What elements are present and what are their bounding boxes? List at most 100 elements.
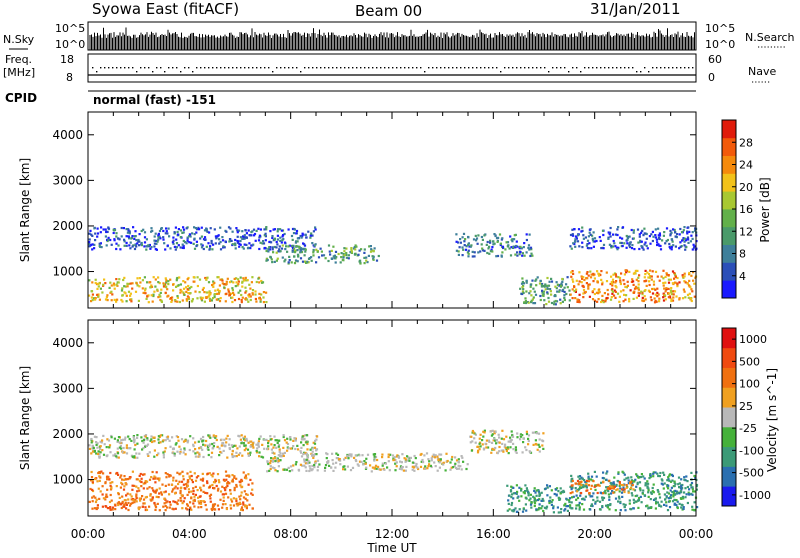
data-cell bbox=[110, 290, 113, 293]
data-cell bbox=[337, 458, 341, 461]
data-cell bbox=[157, 232, 160, 235]
data-cell bbox=[233, 299, 237, 302]
data-cell bbox=[552, 505, 555, 508]
data-cell bbox=[652, 498, 656, 501]
data-cell bbox=[224, 503, 227, 506]
data-cell bbox=[182, 475, 185, 478]
data-cell bbox=[511, 493, 514, 496]
data-cell bbox=[134, 230, 137, 233]
data-cell bbox=[131, 470, 134, 473]
data-cell bbox=[98, 479, 101, 482]
data-cell bbox=[655, 502, 658, 505]
data-cell bbox=[172, 500, 175, 503]
data-cell bbox=[578, 293, 581, 296]
data-cell bbox=[174, 507, 177, 510]
data-cell bbox=[234, 444, 237, 447]
data-cell bbox=[658, 279, 661, 282]
data-cell bbox=[241, 237, 244, 240]
data-cell bbox=[502, 438, 506, 441]
data-cell bbox=[522, 437, 525, 440]
data-cell bbox=[225, 230, 228, 233]
nave-dot bbox=[520, 67, 522, 69]
data-cell bbox=[130, 439, 133, 442]
data-cell bbox=[509, 440, 512, 443]
data-cell bbox=[633, 501, 636, 504]
data-cell bbox=[97, 293, 100, 296]
data-cell bbox=[202, 500, 205, 503]
data-cell bbox=[255, 300, 258, 303]
data-cell bbox=[106, 495, 109, 498]
data-cell bbox=[647, 482, 650, 485]
data-cell bbox=[578, 299, 581, 302]
data-cell bbox=[150, 284, 153, 287]
data-cell bbox=[470, 244, 473, 247]
data-cell bbox=[374, 464, 378, 467]
data-cell bbox=[230, 498, 233, 501]
data-cell bbox=[686, 480, 689, 483]
data-cell bbox=[158, 477, 161, 480]
cpid-value: normal (fast) -151 bbox=[93, 93, 216, 107]
data-cell bbox=[482, 430, 485, 433]
data-cell bbox=[516, 251, 519, 254]
data-cell bbox=[88, 279, 91, 282]
data-cell bbox=[213, 295, 216, 299]
data-cell bbox=[109, 484, 112, 487]
data-cell bbox=[281, 244, 284, 247]
data-cell bbox=[270, 457, 273, 460]
y-tick-label: 4000 bbox=[52, 128, 83, 142]
data-cell bbox=[615, 483, 618, 486]
data-cell bbox=[284, 248, 287, 251]
data-cell bbox=[584, 481, 587, 484]
nave-dot bbox=[468, 67, 470, 69]
data-cell bbox=[189, 435, 192, 438]
data-cell bbox=[608, 496, 611, 499]
data-cell bbox=[176, 471, 179, 474]
data-cell bbox=[153, 436, 156, 439]
data-cell bbox=[421, 458, 424, 462]
data-cell bbox=[457, 458, 460, 461]
data-cell bbox=[633, 480, 636, 483]
data-cell bbox=[563, 294, 566, 297]
data-cell bbox=[488, 252, 491, 255]
data-cell bbox=[151, 496, 154, 499]
data-cell bbox=[132, 499, 135, 502]
data-cell bbox=[630, 228, 633, 232]
data-cell bbox=[542, 440, 545, 443]
data-cell bbox=[327, 244, 331, 247]
data-cell bbox=[310, 259, 313, 262]
data-cell bbox=[678, 482, 681, 485]
data-cell bbox=[671, 282, 674, 285]
data-cell bbox=[106, 478, 109, 481]
data-cell bbox=[590, 247, 593, 250]
data-cell bbox=[553, 492, 556, 496]
data-cell bbox=[297, 448, 300, 451]
data-cell bbox=[233, 455, 236, 458]
data-cell bbox=[157, 441, 161, 444]
data-cell bbox=[94, 478, 97, 481]
data-cell bbox=[381, 453, 384, 456]
data-cell bbox=[574, 290, 577, 293]
data-cell bbox=[277, 445, 280, 448]
data-cell bbox=[395, 455, 398, 458]
data-cell bbox=[106, 438, 109, 441]
data-cell bbox=[226, 484, 229, 487]
data-cell bbox=[306, 442, 309, 446]
data-cell bbox=[153, 290, 156, 293]
data-cell bbox=[269, 459, 272, 462]
data-cell bbox=[335, 256, 338, 259]
data-cell bbox=[381, 464, 384, 467]
data-cell bbox=[539, 294, 542, 298]
nave-dot bbox=[640, 71, 642, 73]
data-cell bbox=[654, 293, 657, 296]
data-cell bbox=[452, 466, 455, 469]
data-cell bbox=[311, 468, 314, 471]
data-cell bbox=[570, 480, 573, 483]
data-cell bbox=[276, 230, 279, 233]
data-cell bbox=[516, 432, 519, 435]
data-cell bbox=[475, 239, 478, 242]
data-cell bbox=[554, 488, 558, 491]
data-cell bbox=[255, 451, 259, 454]
data-cell bbox=[276, 441, 279, 445]
data-cell bbox=[658, 232, 661, 235]
data-cell bbox=[137, 238, 140, 242]
